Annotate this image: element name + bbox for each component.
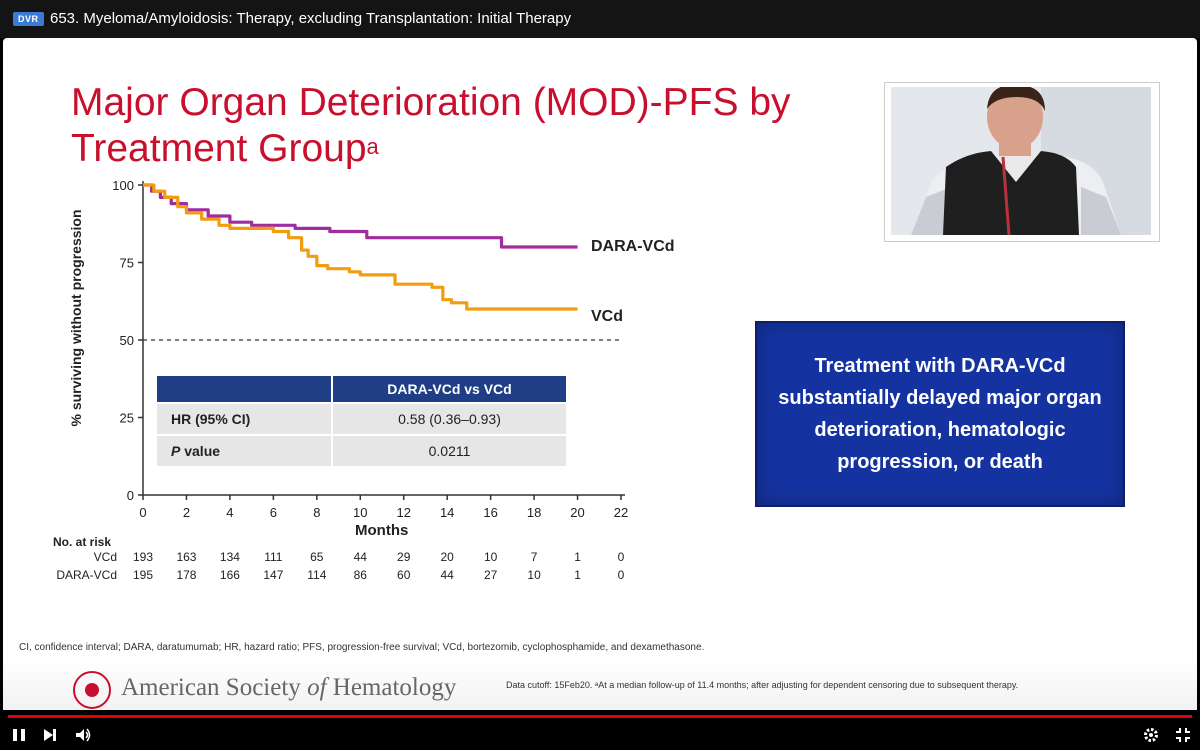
risk-row-label: VCd bbox=[93, 550, 117, 564]
next-button[interactable] bbox=[41, 726, 59, 744]
player-controls bbox=[0, 718, 1200, 750]
risk-value: 1 bbox=[574, 550, 581, 564]
ash-logo-icon bbox=[73, 671, 111, 709]
x-tick-label: 16 bbox=[483, 505, 497, 520]
y-tick-label: 75 bbox=[120, 256, 134, 271]
x-axis-label: Months bbox=[355, 522, 409, 539]
x-tick-label: 20 bbox=[570, 505, 584, 520]
risk-value: 134 bbox=[219, 550, 240, 564]
presenter-webcam bbox=[884, 82, 1160, 242]
player-top-bar: DVR 653. Myeloma/Amyloidosis: Therapy, e… bbox=[0, 0, 1200, 38]
playback-progress-bar[interactable] bbox=[8, 715, 1192, 718]
risk-value: 7 bbox=[530, 550, 538, 564]
risk-value: 29 bbox=[397, 550, 411, 564]
risk-value: 27 bbox=[483, 568, 498, 582]
risk-value: 178 bbox=[176, 568, 197, 582]
dara-vcd-curve bbox=[143, 183, 578, 249]
abbreviations-footnote: CI, confidence interval; DARA, daratumum… bbox=[19, 642, 705, 653]
y-tick-label: 50 bbox=[120, 333, 134, 348]
gear-icon bbox=[1144, 728, 1158, 742]
risk-row-label: DARA-VCd bbox=[56, 568, 117, 582]
vcd-curve bbox=[143, 183, 578, 311]
table-header-blank bbox=[155, 374, 333, 404]
risk-value: 111 bbox=[264, 550, 283, 564]
risk-value: 147 bbox=[263, 568, 284, 582]
hr-value: 0.58 (0.36–0.93) bbox=[331, 402, 568, 436]
risk-value: 1 bbox=[574, 568, 581, 582]
risk-value: 10 bbox=[483, 550, 498, 564]
risk-value: 65 bbox=[310, 550, 324, 564]
organization-name: American Society of Hematology bbox=[121, 674, 457, 701]
risk-value: 193 bbox=[132, 550, 154, 564]
presentation-slide: Major Organ Deterioration (MOD)-PFS by T… bbox=[3, 38, 1197, 710]
risk-value: 44 bbox=[353, 550, 367, 564]
risk-value: 86 bbox=[353, 568, 367, 582]
x-tick-label: 18 bbox=[527, 505, 541, 520]
data-cutoff-note: Data cutoff: 15Feb20. ᵃAt a median follo… bbox=[506, 680, 1019, 690]
exit-fullscreen-button[interactable] bbox=[1174, 726, 1192, 744]
dara-series-label: DARA-VCd bbox=[591, 238, 675, 255]
pause-button[interactable] bbox=[10, 726, 28, 744]
x-tick-label: 12 bbox=[396, 505, 410, 520]
risk-table-heading: No. at risk bbox=[53, 535, 112, 549]
x-tick-label: 6 bbox=[270, 505, 277, 520]
slide-footer bbox=[3, 658, 1197, 710]
vcd-series-label: VCd bbox=[591, 308, 623, 325]
x-tick-label: 22 bbox=[614, 505, 628, 520]
p-value: 0.0211 bbox=[331, 434, 568, 468]
table-row: HR (95% CI) 0.58 (0.36–0.93) bbox=[155, 402, 568, 436]
risk-value: 114 bbox=[307, 568, 327, 582]
pause-icon bbox=[13, 729, 25, 741]
risk-value: 0 bbox=[617, 568, 625, 582]
y-tick-label: 0 bbox=[127, 488, 134, 503]
x-tick-label: 2 bbox=[183, 505, 190, 520]
risk-value: 44 bbox=[440, 568, 454, 582]
risk-value: 10 bbox=[527, 568, 541, 582]
video-title: 653. Myeloma/Amyloidosis: Therapy, exclu… bbox=[50, 10, 572, 27]
hr-label: HR (95% CI) bbox=[155, 402, 333, 436]
hazard-ratio-table: DARA-VCd vs VCd HR (95% CI) 0.58 (0.36–0… bbox=[155, 374, 568, 468]
x-tick-label: 14 bbox=[440, 505, 454, 520]
table-header: DARA-VCd vs VCd bbox=[331, 374, 568, 404]
risk-value: 166 bbox=[219, 568, 240, 582]
volume-icon bbox=[76, 728, 91, 742]
x-tick-label: 8 bbox=[313, 505, 320, 520]
dvr-badge: DVR bbox=[13, 12, 44, 26]
table-row: P value 0.0211 bbox=[155, 434, 568, 468]
exit-fullscreen-icon bbox=[1176, 728, 1190, 742]
km-chart: 0 25 50 75 100 0 2 4 6 8 10 12 14 16 18 20 22 bbox=[112, 178, 628, 520]
slide-title: Major Organ Deterioration (MOD)-PFS by T… bbox=[71, 81, 791, 170]
volume-button[interactable] bbox=[74, 726, 92, 744]
risk-value: 60 bbox=[397, 568, 411, 582]
x-tick-label: 0 bbox=[139, 505, 146, 520]
risk-value: 195 bbox=[132, 568, 154, 582]
presenter-image bbox=[891, 87, 1151, 235]
risk-value: 20 bbox=[440, 550, 454, 564]
risk-value: 0 bbox=[617, 550, 625, 564]
risk-value: 163 bbox=[176, 550, 197, 564]
x-tick-label: 10 bbox=[353, 505, 367, 520]
p-value-label: P value bbox=[155, 434, 333, 468]
x-tick-label: 4 bbox=[226, 505, 233, 520]
skip-next-icon bbox=[44, 729, 56, 741]
y-tick-label: 25 bbox=[120, 411, 134, 426]
y-tick-label: 100 bbox=[112, 178, 134, 193]
callout-box: Treatment with DARA-VCd substantially de… bbox=[755, 321, 1125, 507]
settings-button[interactable] bbox=[1142, 726, 1160, 744]
